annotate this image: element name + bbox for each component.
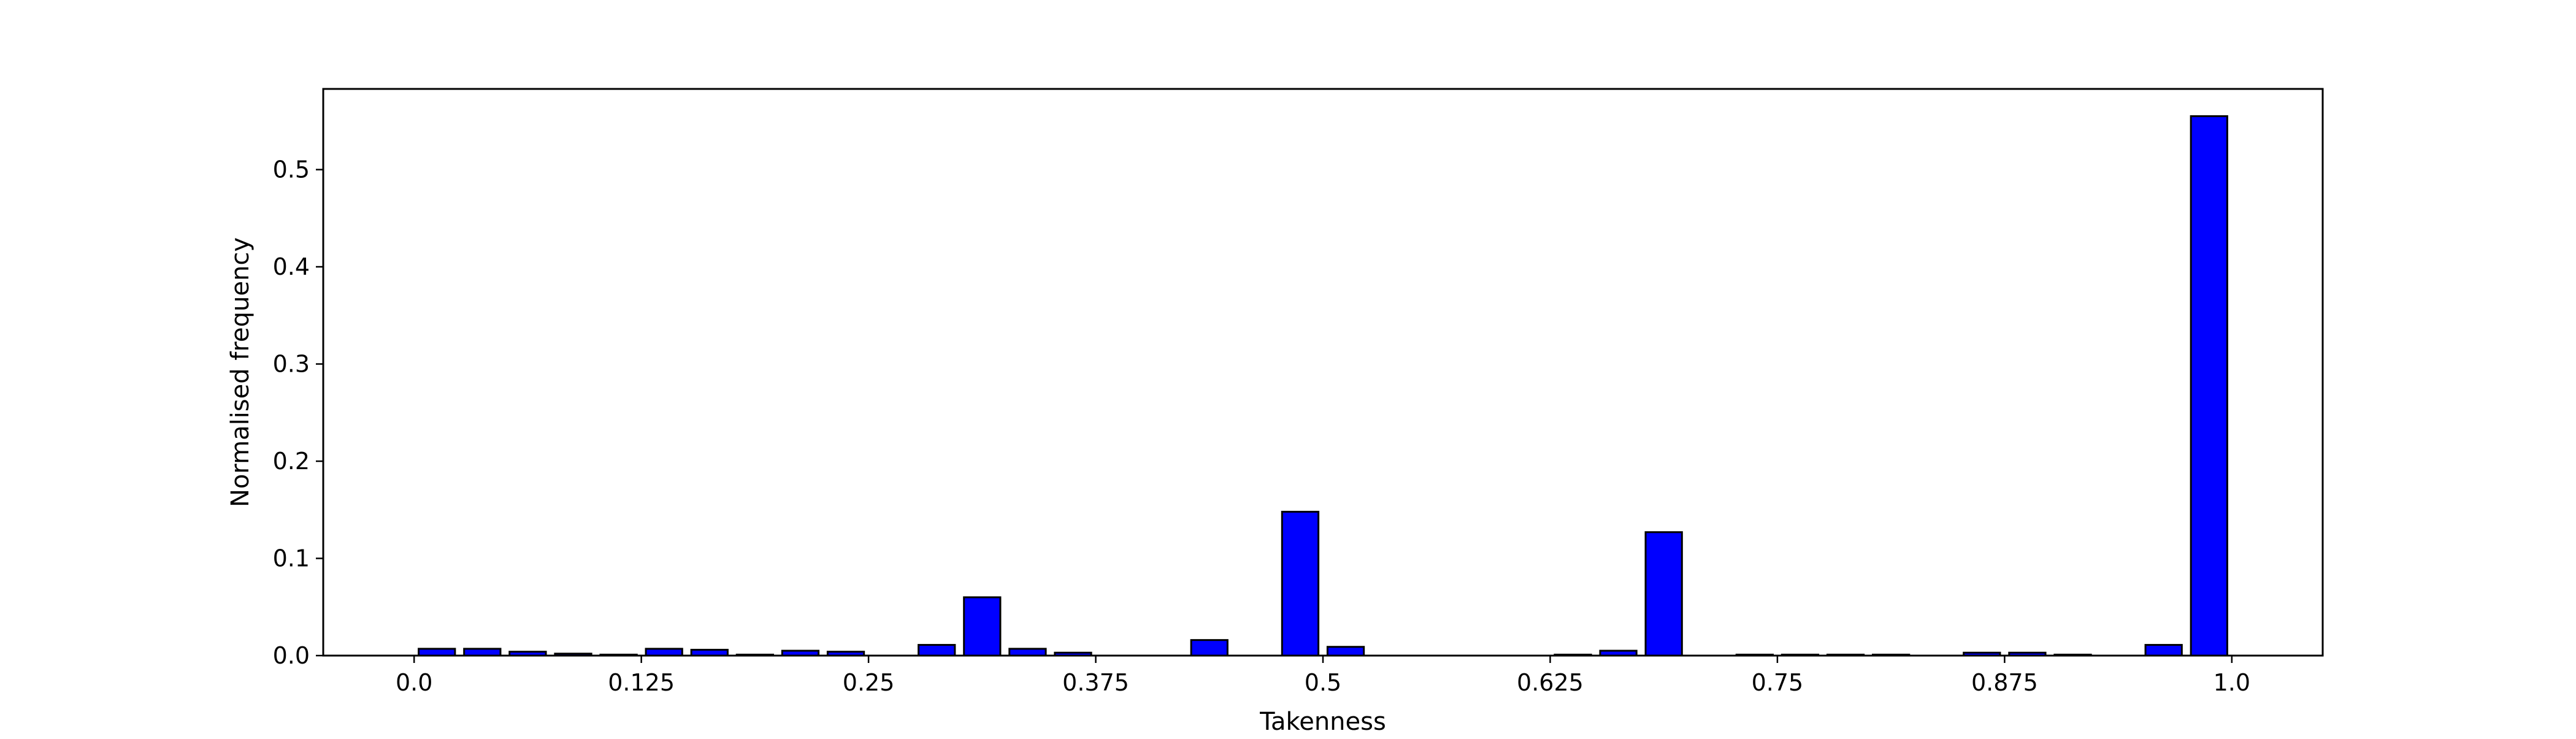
x-tick-label-1: 0.125 <box>608 669 675 696</box>
bar-12 <box>963 596 1002 657</box>
x-axis-ticks: 0.0 0.125 0.25 0.375 0.5 0.625 0.75 0.875 1.0 <box>396 656 2250 696</box>
y-tick-label-3: 0.3 <box>273 351 310 378</box>
bar-13 <box>1008 648 1047 657</box>
bar-0 <box>418 648 456 657</box>
x-tick-label-4: 0.5 <box>1305 669 1341 696</box>
x-tick-label-8: 1.0 <box>2214 669 2250 696</box>
bar-20 <box>1326 646 1365 657</box>
x-tick-label-3: 0.375 <box>1062 669 1129 696</box>
bar-39 <box>2190 115 2228 657</box>
y-axis-label: Normalised frequency <box>226 237 255 507</box>
bar-1 <box>463 648 502 657</box>
y-tick-label-5: 0.5 <box>273 156 310 183</box>
bars-group <box>418 115 2228 657</box>
y-tick-label-2: 0.2 <box>273 448 310 475</box>
axes-frame <box>322 88 2324 657</box>
x-tick-label-0: 0.0 <box>396 669 432 696</box>
bar-38 <box>2144 644 2183 657</box>
bar-19 <box>1281 510 1320 657</box>
bar-27 <box>1644 531 1683 657</box>
y-tick-label-1: 0.1 <box>273 545 310 572</box>
x-tick-label-2: 0.25 <box>843 669 895 696</box>
bar-11 <box>918 644 956 657</box>
bar-5 <box>645 648 683 657</box>
x-axis-label: Takenness <box>1259 708 1386 736</box>
y-axis-ticks: 0.0 0.1 0.2 0.3 0.4 0.5 <box>273 156 323 669</box>
x-tick-label-6: 0.75 <box>1752 669 1804 696</box>
x-tick-label-7: 0.875 <box>1971 669 2038 696</box>
bar-17 <box>1190 639 1229 657</box>
y-tick-label-4: 0.4 <box>273 253 310 280</box>
x-tick-label-5: 0.625 <box>1517 669 1584 696</box>
y-tick-label-0: 0.0 <box>273 642 310 669</box>
